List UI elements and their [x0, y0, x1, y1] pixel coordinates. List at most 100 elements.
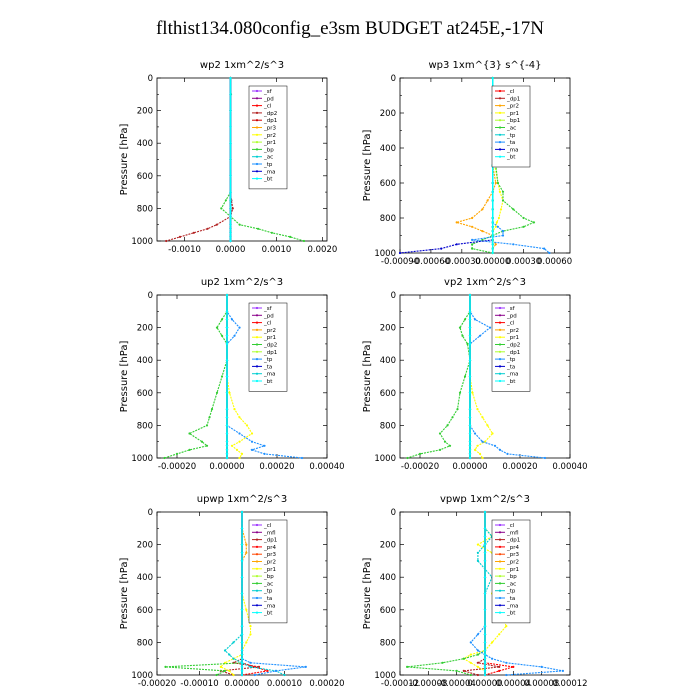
legend-marker — [255, 604, 259, 607]
legend-label: _ta — [263, 596, 272, 602]
legend-label: _tp — [506, 357, 516, 363]
y-tick-label: 800 — [137, 638, 153, 648]
data-point — [229, 227, 232, 230]
legend-marker — [498, 148, 502, 151]
data-point — [491, 641, 494, 644]
data-point — [266, 669, 269, 673]
legend-marker — [255, 126, 259, 129]
legend-label: _bp — [506, 574, 517, 580]
data-point — [249, 661, 252, 664]
data-point — [456, 408, 459, 411]
legend-marker — [255, 611, 259, 614]
y-tick-label: 800 — [137, 204, 153, 214]
legend-label: _bt — [263, 379, 273, 385]
panel-title: wp3 1xm^{3} s^{-4} — [428, 60, 541, 71]
data-point — [228, 653, 231, 656]
legend-label: _tp — [263, 357, 273, 363]
data-point — [188, 432, 191, 435]
data-point — [257, 665, 261, 669]
y-tick-label: 1000 — [131, 237, 153, 247]
y-tick-label: 0 — [391, 74, 396, 84]
legend-marker — [498, 321, 502, 324]
data-point — [240, 673, 244, 677]
x-tick-label: 0.00040 — [552, 462, 587, 472]
data-point — [461, 334, 464, 337]
data-point — [469, 641, 472, 644]
x-tick-label: 0.00000 — [475, 257, 510, 267]
legend-label: _mfl — [263, 530, 276, 536]
legend-marker — [255, 170, 259, 173]
data-point — [476, 551, 479, 554]
data-point — [225, 359, 229, 362]
legend-label: _pr3 — [263, 552, 277, 558]
x-tick-label: 0.00030 — [506, 257, 541, 267]
legend-label: _pr2 — [263, 328, 276, 334]
data-point — [229, 223, 232, 226]
data-point — [240, 543, 244, 546]
legend-label: _cl — [506, 89, 515, 95]
data-point — [240, 452, 244, 455]
data-point — [483, 649, 487, 652]
panel-2: wp3 1xm^{3} s^{-4} Pressure [hPa] 0 200 400 6… — [362, 60, 572, 267]
legend-label: _pd — [263, 96, 274, 102]
legend-label: _bt — [263, 611, 273, 617]
data-point — [238, 326, 241, 329]
data-point — [476, 653, 479, 656]
data-point — [230, 318, 234, 321]
data-point — [476, 649, 479, 652]
y-tick-label: 200 — [137, 324, 153, 334]
data-point — [225, 456, 229, 460]
data-point — [229, 76, 232, 80]
y-tick-label: 400 — [380, 356, 396, 366]
data-point — [476, 408, 479, 411]
data-point — [486, 199, 489, 202]
legend-label: _ma — [263, 169, 275, 175]
data-point — [483, 653, 487, 656]
y-tick-label: 0 — [148, 291, 153, 301]
series-line — [407, 512, 486, 676]
data-point — [274, 669, 278, 673]
data-point — [483, 641, 487, 644]
data-point — [440, 247, 443, 250]
legend-label: _cl — [263, 321, 272, 327]
figure-title: flthist134.080config_e3sm BUDGET at245E,… — [155, 18, 545, 39]
data-point — [483, 608, 487, 611]
legend-label: _pr2 — [263, 133, 276, 139]
y-tick-label: 0 — [148, 74, 153, 84]
y-tick-label: 1000 — [374, 249, 396, 259]
legend-marker — [255, 372, 259, 375]
data-point — [443, 440, 447, 443]
data-point — [229, 174, 232, 177]
legend-marker — [255, 343, 259, 346]
data-point — [240, 665, 244, 669]
x-tick-label: 0.00008 — [524, 679, 559, 689]
y-tick-label: 400 — [137, 573, 153, 583]
data-point — [512, 208, 515, 211]
y-tick-label: 800 — [137, 421, 153, 431]
data-point — [229, 239, 232, 243]
legend-marker — [255, 336, 259, 339]
legend-marker — [498, 358, 502, 361]
data-point — [476, 559, 479, 563]
legend-marker — [255, 545, 259, 549]
data-point — [469, 661, 472, 664]
data-point — [438, 432, 442, 435]
legend-label: _bp — [263, 574, 274, 580]
legend-marker — [498, 582, 502, 585]
legend-label: _cl — [263, 523, 272, 529]
data-point — [493, 444, 497, 447]
data-point — [462, 657, 465, 660]
legend-marker — [255, 104, 259, 107]
data-point — [476, 633, 479, 636]
data-point — [245, 641, 248, 644]
data-point — [215, 391, 219, 394]
data-point — [462, 669, 465, 673]
legend-label: _pr2 — [263, 560, 276, 566]
data-point — [225, 318, 229, 321]
legend-marker — [498, 589, 502, 592]
data-point — [240, 649, 244, 652]
y-tick-label: 1000 — [131, 671, 153, 681]
series-line — [454, 78, 497, 253]
data-point — [238, 416, 241, 419]
